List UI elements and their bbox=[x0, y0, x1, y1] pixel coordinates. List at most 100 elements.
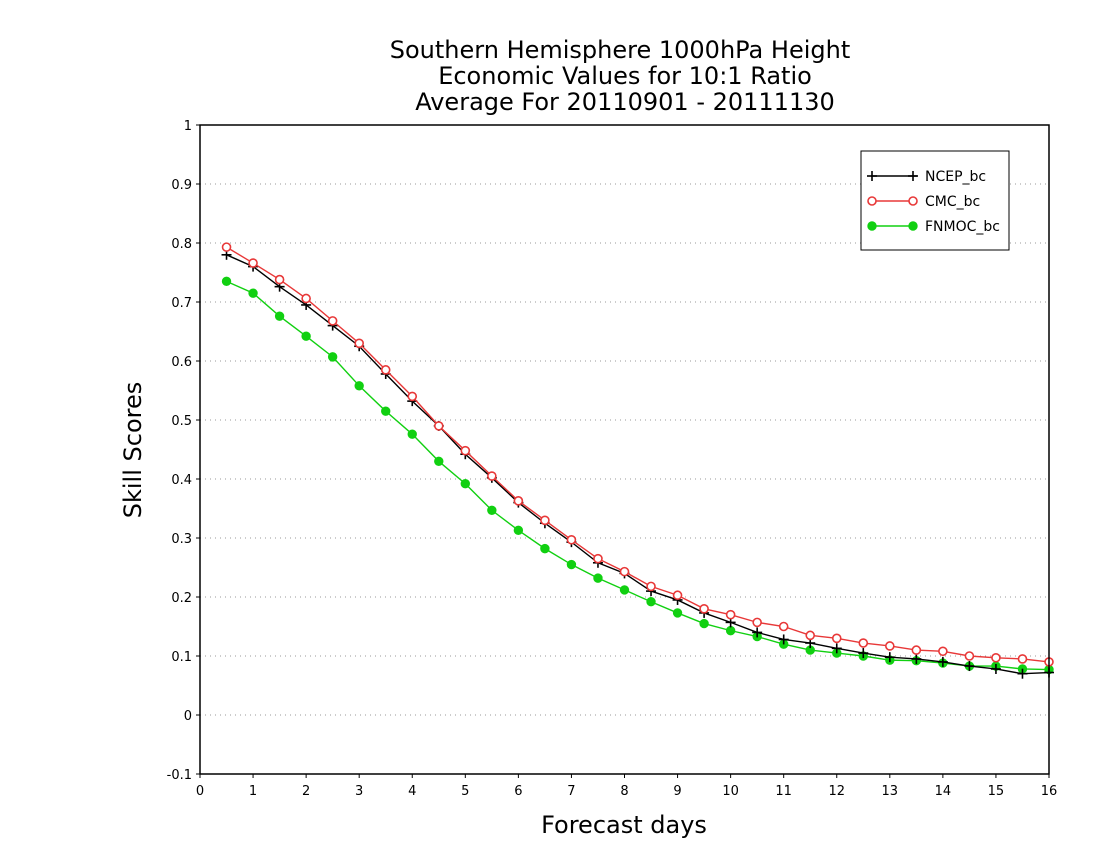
x-tick-label: 6 bbox=[514, 784, 522, 799]
legend-item-fnmoc-bc: FNMOC_bc bbox=[867, 219, 1000, 235]
legend-marker-start bbox=[867, 221, 877, 231]
legend-marker-end bbox=[908, 221, 918, 231]
data-point-cmc-bc bbox=[327, 316, 338, 326]
data-point-fnmoc-bc bbox=[301, 331, 311, 341]
data-point-cmc-bc bbox=[938, 646, 948, 657]
data-point-cmc-bc bbox=[487, 471, 497, 481]
legend-marker-start bbox=[867, 196, 877, 206]
data-point-cmc-bc bbox=[725, 609, 736, 620]
data-point-cmc-bc bbox=[1017, 654, 1028, 664]
legend-marker-end bbox=[908, 196, 918, 206]
data-point-cmc-bc bbox=[566, 534, 577, 545]
data-point-fnmoc-bc bbox=[248, 288, 258, 298]
data-point-cmc-bc bbox=[380, 365, 391, 375]
data-point-cmc-bc bbox=[991, 652, 1001, 663]
gridlines bbox=[200, 183, 1049, 716]
x-tick-label: 7 bbox=[567, 784, 575, 799]
y-tick-label: 0.1 bbox=[171, 650, 192, 665]
data-point-cmc-bc bbox=[433, 421, 444, 431]
data-point-fnmoc-bc bbox=[434, 456, 444, 466]
data-point-cmc-bc bbox=[221, 242, 232, 252]
data-point-ncep-bc bbox=[884, 652, 895, 663]
data-point-cmc-bc bbox=[885, 641, 895, 651]
data-point-ncep-bc bbox=[831, 643, 842, 654]
x-tick-label: 3 bbox=[355, 784, 363, 799]
data-point-cmc-bc bbox=[646, 581, 656, 592]
chart-title: Southern Hemisphere 1000hPa Height Econo… bbox=[390, 36, 850, 116]
data-point-ncep-bc bbox=[937, 656, 948, 667]
data-point-ncep-bc bbox=[964, 661, 975, 672]
y-axis: -0.1 0 0.1 0.2 0.3 0.4 0.5 0.6 0.7 0.8 0.9 1 bbox=[167, 119, 200, 783]
data-point-ncep-bc bbox=[911, 653, 922, 664]
x-tick-label: 9 bbox=[673, 784, 681, 799]
x-tick-label: 5 bbox=[461, 784, 469, 799]
data-point-fnmoc-bc bbox=[381, 406, 391, 416]
data-point-cmc-bc bbox=[460, 445, 471, 456]
data-point-ncep-bc bbox=[1017, 668, 1028, 679]
x-tick-label: 15 bbox=[988, 784, 1005, 799]
data-point-fnmoc-bc bbox=[274, 311, 285, 321]
data-point-fnmoc-bc bbox=[672, 608, 683, 618]
title-line-1: Southern Hemisphere 1000hPa Height bbox=[390, 36, 850, 64]
legend-item-ncep-bc: NCEP_bc bbox=[867, 169, 986, 185]
data-point-ncep-bc bbox=[858, 648, 869, 659]
data-point-fnmoc-bc bbox=[646, 597, 656, 607]
x-tick-label: 10 bbox=[722, 784, 739, 799]
x-tick-label: 11 bbox=[775, 784, 792, 799]
series-ncep-bc bbox=[221, 249, 1054, 679]
data-point-fnmoc-bc bbox=[513, 525, 524, 536]
data-point-cmc-bc bbox=[619, 566, 630, 577]
data-point-cmc-bc bbox=[831, 633, 842, 644]
x-tick-label: 13 bbox=[882, 784, 899, 799]
data-point-cmc-bc bbox=[354, 338, 364, 349]
data-point-cmc-bc bbox=[778, 621, 789, 632]
legend-label-fnmoc-bc: FNMOC_bc bbox=[925, 219, 1000, 235]
data-point-cmc-bc bbox=[858, 638, 869, 648]
data-point-cmc-bc bbox=[513, 496, 524, 506]
data-point-cmc-bc bbox=[407, 391, 418, 402]
data-point-fnmoc-bc bbox=[460, 479, 471, 489]
y-axis-label: Skill Scores bbox=[119, 382, 147, 519]
data-point-fnmoc-bc bbox=[699, 618, 709, 629]
data-point-fnmoc-bc bbox=[725, 625, 736, 636]
x-tick-label: 4 bbox=[408, 784, 416, 799]
x-tick-label: 2 bbox=[302, 784, 310, 799]
y-tick-label: 0.6 bbox=[171, 355, 192, 370]
data-point-cmc-bc bbox=[274, 274, 285, 285]
legend-item-cmc-bc: CMC_bc bbox=[867, 194, 980, 210]
legend: NCEP_bc CMC_bc FNMOC_bc bbox=[860, 150, 1010, 251]
title-line-3: Average For 20110901 - 20111130 bbox=[415, 88, 835, 116]
data-point-fnmoc-bc bbox=[566, 559, 577, 570]
x-tick-label: 8 bbox=[620, 784, 628, 799]
legend-marker-start bbox=[867, 171, 877, 181]
data-point-cmc-bc bbox=[248, 258, 258, 268]
data-point-fnmoc-bc bbox=[619, 585, 630, 595]
data-point-cmc-bc bbox=[805, 630, 816, 641]
y-tick-label: 0.7 bbox=[171, 296, 192, 311]
series-layer bbox=[221, 242, 1054, 679]
data-point-fnmoc-bc bbox=[407, 429, 417, 439]
y-tick-label: 0.2 bbox=[171, 591, 192, 606]
y-tick-label: 0.3 bbox=[171, 532, 192, 547]
data-point-fnmoc-bc bbox=[487, 505, 497, 515]
y-tick-label: 0.5 bbox=[171, 414, 192, 429]
legend-label-ncep-bc: NCEP_bc bbox=[925, 169, 986, 185]
data-point-cmc-bc bbox=[672, 590, 683, 601]
data-point-fnmoc-bc bbox=[540, 543, 550, 554]
y-tick-label: 1 bbox=[184, 119, 192, 134]
y-tick-label: -0.1 bbox=[167, 768, 192, 783]
data-point-fnmoc-bc bbox=[221, 276, 232, 287]
data-point-ncep-bc bbox=[752, 627, 763, 638]
x-tick-label: 12 bbox=[828, 784, 845, 799]
data-point-cmc-bc bbox=[301, 293, 311, 304]
data-point-fnmoc-bc bbox=[354, 381, 364, 391]
series-cmc-bc bbox=[221, 242, 1054, 667]
series-line-ncep-bc bbox=[226, 254, 1050, 675]
data-point-cmc-bc bbox=[593, 553, 603, 564]
data-point-cmc-bc bbox=[699, 603, 709, 614]
y-tick-label: 0.8 bbox=[171, 237, 192, 252]
data-point-cmc-bc bbox=[911, 645, 922, 655]
data-point-fnmoc-bc bbox=[593, 573, 603, 583]
y-tick-label: 0.4 bbox=[171, 473, 192, 488]
legend-label-cmc-bc: CMC_bc bbox=[925, 194, 980, 210]
